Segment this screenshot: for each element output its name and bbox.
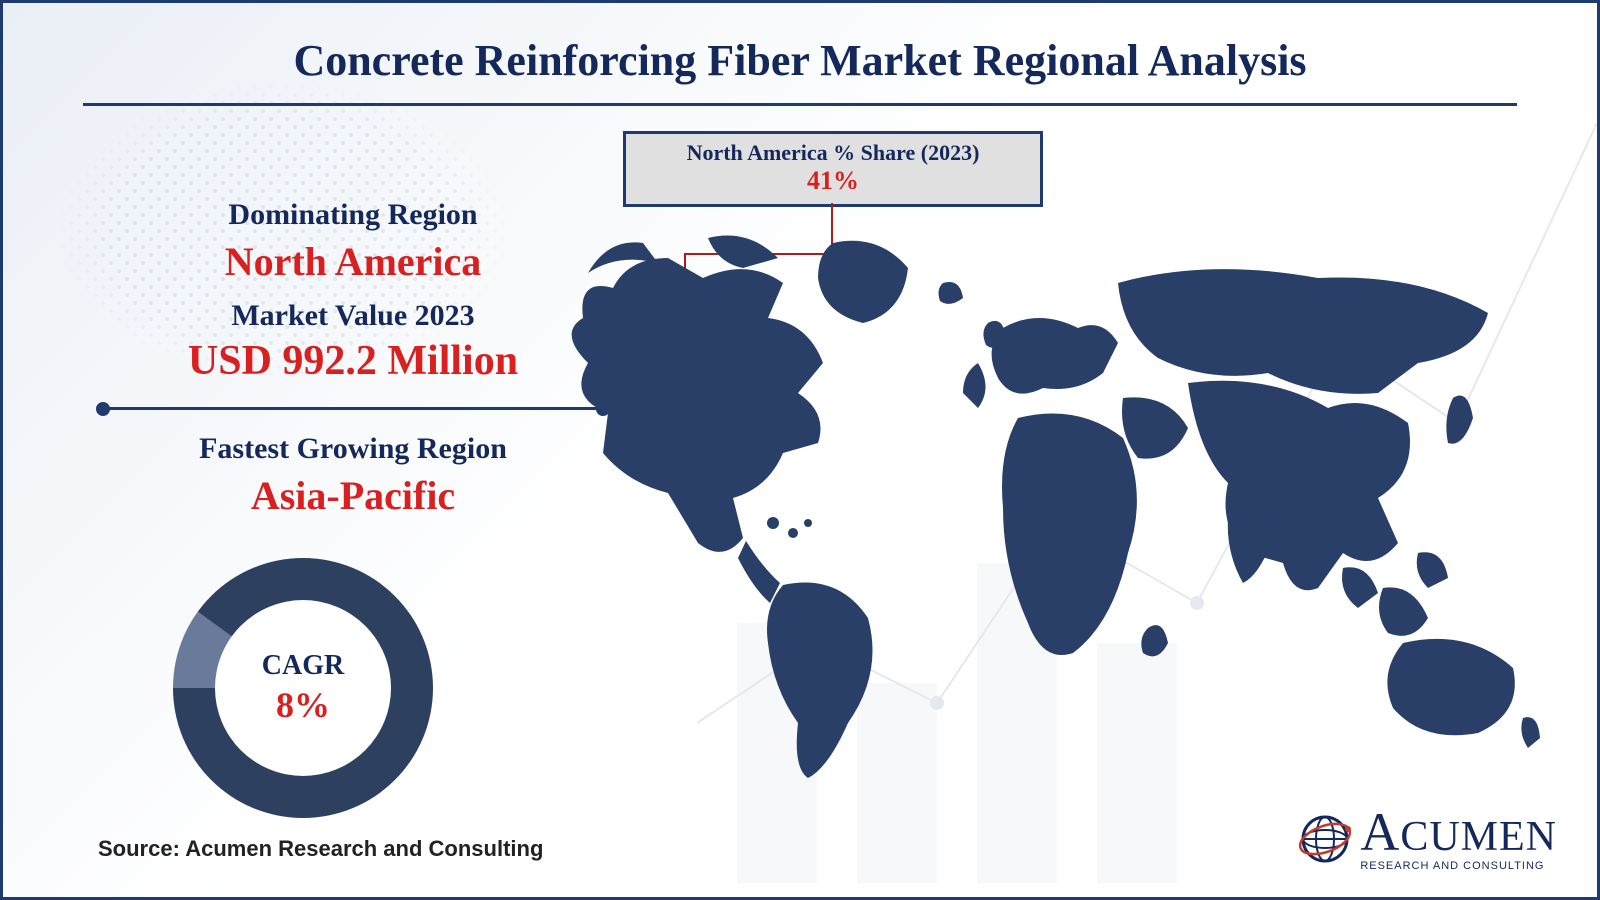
brand-logo: ACUMEN RESEARCH AND CONSULTING bbox=[1298, 805, 1557, 872]
fastest-growing-value: Asia-Pacific bbox=[93, 472, 613, 519]
callout-label: North America % Share (2023) bbox=[634, 140, 1032, 166]
share-callout-box: North America % Share (2023) 41% bbox=[623, 131, 1043, 207]
brand-tagline: RESEARCH AND CONSULTING bbox=[1360, 861, 1557, 872]
cagr-label: CAGR bbox=[262, 650, 344, 682]
world-map bbox=[548, 223, 1558, 783]
market-value-value: USD 992.2 Million bbox=[93, 337, 613, 385]
cagr-donut-chart: CAGR 8% bbox=[173, 558, 433, 818]
market-value-label: Market Value 2023 bbox=[93, 299, 613, 333]
section-divider bbox=[103, 407, 603, 410]
globe-icon bbox=[1298, 812, 1352, 866]
dominating-region-label: Dominating Region bbox=[93, 198, 613, 232]
source-attribution: Source: Acumen Research and Consulting bbox=[98, 836, 543, 862]
infographic-frame: Concrete Reinforcing Fiber Market Region… bbox=[0, 0, 1600, 900]
dominating-region-value: North America bbox=[93, 238, 613, 285]
brand-text: ACUMEN RESEARCH AND CONSULTING bbox=[1360, 805, 1557, 872]
cagr-value: 8% bbox=[276, 684, 330, 726]
donut-center-text: CAGR 8% bbox=[173, 558, 433, 818]
left-metrics-column: Dominating Region North America Market V… bbox=[93, 198, 613, 519]
brand-name: ACUMEN bbox=[1360, 805, 1557, 859]
title-underline bbox=[83, 103, 1517, 106]
callout-value: 41% bbox=[634, 166, 1032, 196]
page-title: Concrete Reinforcing Fiber Market Region… bbox=[3, 35, 1597, 86]
fastest-growing-label: Fastest Growing Region bbox=[93, 432, 613, 466]
